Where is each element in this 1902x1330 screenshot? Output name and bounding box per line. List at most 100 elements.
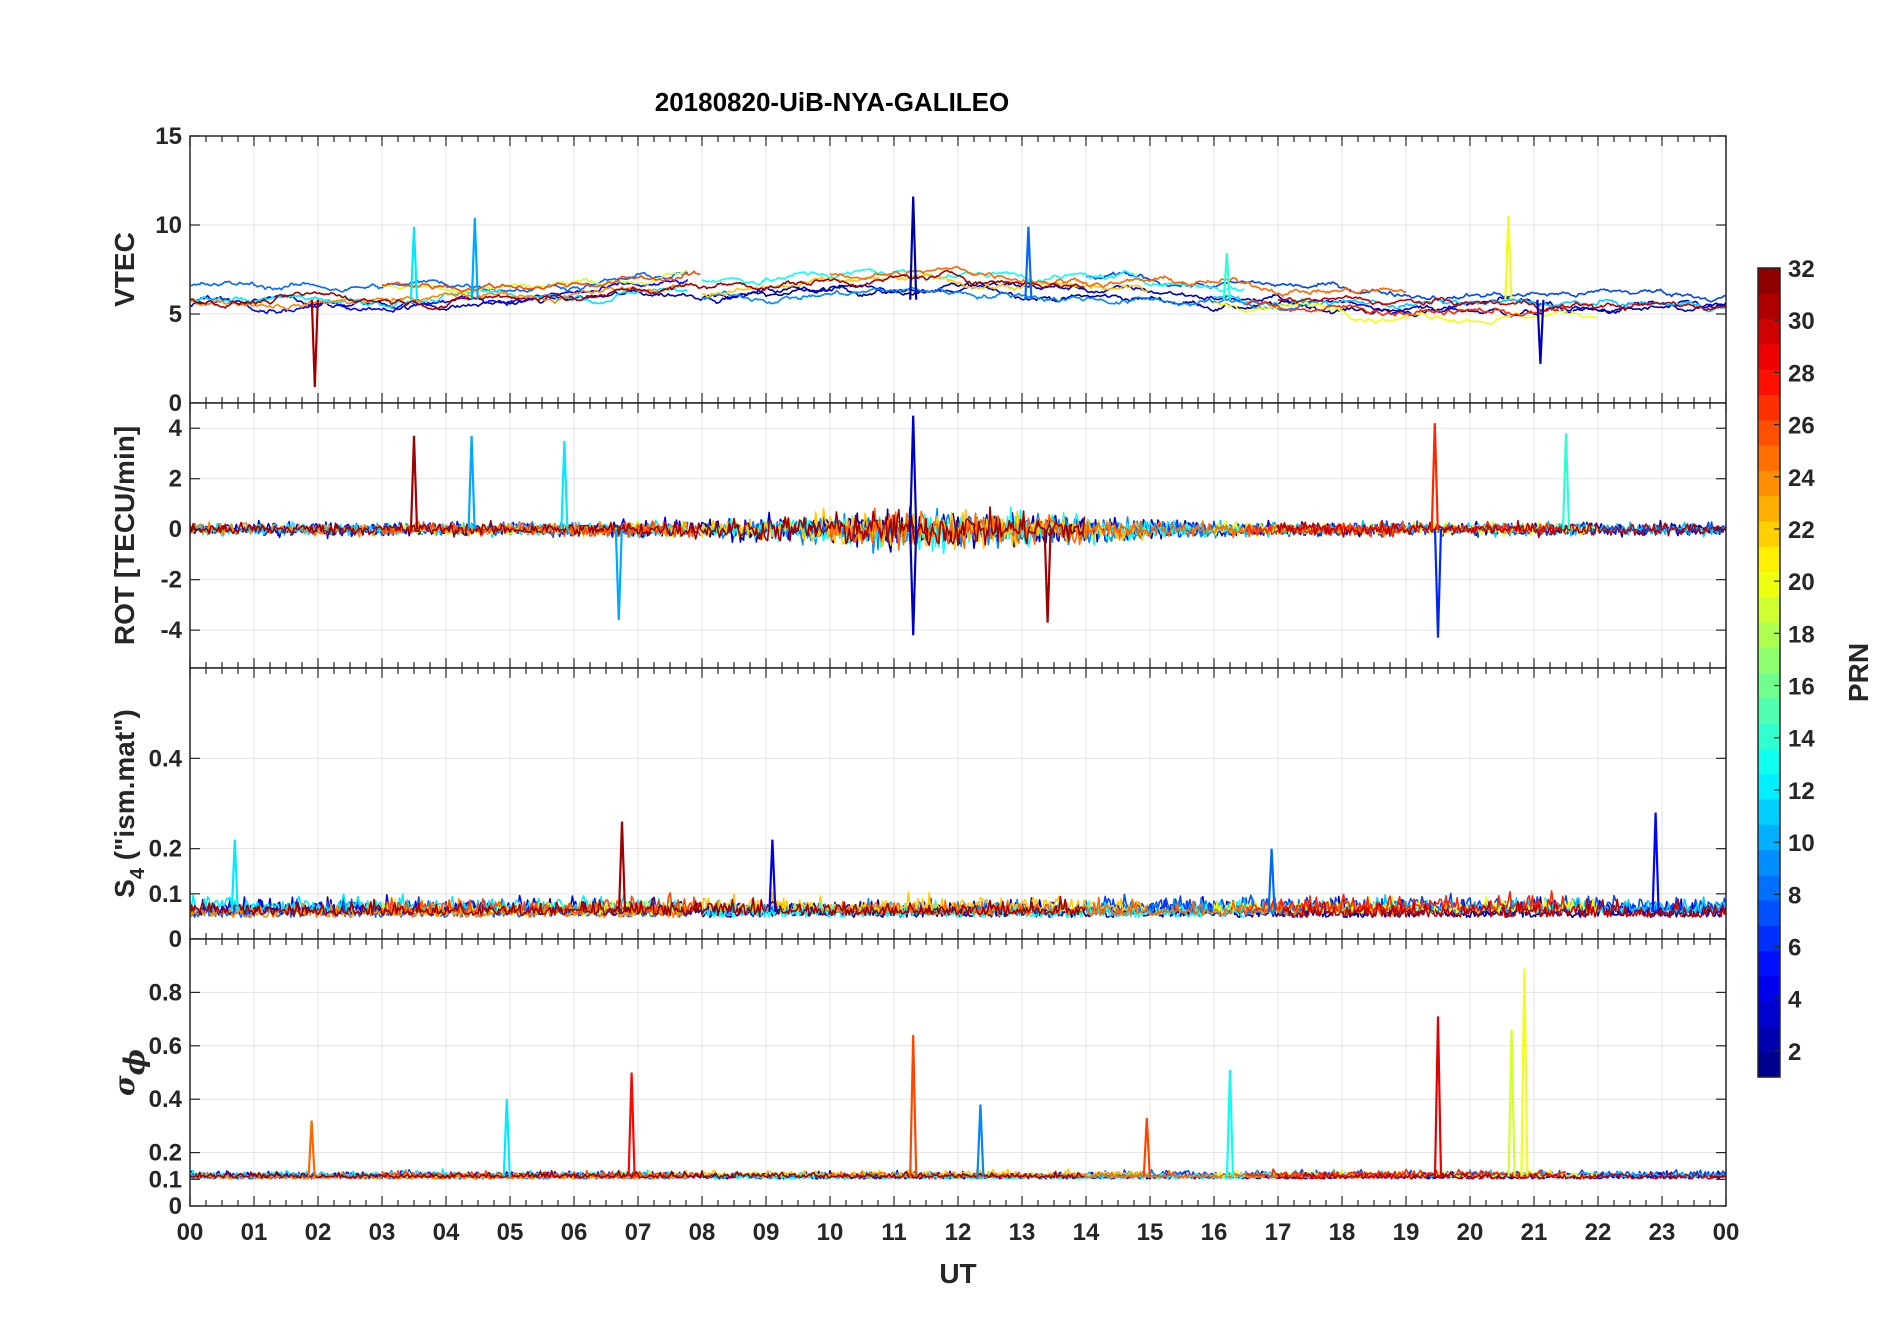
spike-prn-8 xyxy=(1024,226,1033,300)
x-tick-label: 05 xyxy=(497,1219,524,1246)
colorbar-tick-label: 32 xyxy=(1788,256,1815,283)
x-tick-label: 22 xyxy=(1585,1219,1612,1246)
x-tick-label: 03 xyxy=(369,1219,396,1246)
x-tick-label: 21 xyxy=(1521,1219,1548,1246)
series-prn-25 xyxy=(829,265,1407,298)
y-tick-label: 0 xyxy=(169,926,182,953)
series-prn-27 xyxy=(1245,1168,1567,1178)
colorbar-segment xyxy=(1758,1026,1780,1053)
series-prn-31 xyxy=(190,1169,1085,1179)
colorbar-segment xyxy=(1758,343,1780,370)
spike-prn-10 xyxy=(614,529,623,621)
spike-prn-3 xyxy=(909,415,918,530)
colorbar-segment xyxy=(1758,672,1780,699)
colorbar-segment xyxy=(1758,773,1780,800)
y-tick-label: 0 xyxy=(169,390,182,417)
colorbar-tick-label: 30 xyxy=(1788,308,1815,335)
colorbar-segment xyxy=(1758,369,1780,396)
x-tick-label: 10 xyxy=(817,1219,844,1246)
y-tick-label: 4 xyxy=(169,415,183,442)
spike-prn-20 xyxy=(1520,968,1529,1177)
data-series xyxy=(190,196,1726,388)
series-prn-31 xyxy=(190,506,1086,547)
colorbar-tick-label: 26 xyxy=(1788,413,1815,440)
colorbar-segment xyxy=(1758,268,1780,294)
colorbar-tick-label: 2 xyxy=(1788,1039,1801,1066)
colorbar-frame xyxy=(1757,267,1781,1078)
colorbar-tick-label: 20 xyxy=(1788,569,1815,596)
series-prn-12 xyxy=(190,287,689,309)
spike-prn-3 xyxy=(1536,299,1545,364)
y-tick-label: 0.2 xyxy=(149,1140,182,1167)
series-prn-30 xyxy=(1277,294,1726,312)
colorbar-tick-label: 22 xyxy=(1788,517,1815,544)
series-prn-5 xyxy=(190,278,689,315)
colorbar-segment xyxy=(1758,874,1780,901)
colorbar-tick-label: 28 xyxy=(1788,360,1815,387)
series-prn-31 xyxy=(190,269,1085,311)
spike-prn-9 xyxy=(976,1104,985,1177)
y-tick-label: 0 xyxy=(169,1193,182,1220)
data-series xyxy=(190,415,1726,638)
colorbar-segment xyxy=(1758,520,1780,547)
y-axis-label-s4: S4 ("ism.mat") xyxy=(109,709,149,898)
colorbar-tick-label: 12 xyxy=(1788,778,1815,805)
panel-rot: -4 -2 0 2 4 ROT [TECU/min] xyxy=(109,402,1727,669)
colorbar-segment xyxy=(1758,419,1780,446)
spike-prn-19 xyxy=(1507,1029,1516,1177)
spike-prn-2 xyxy=(909,196,918,300)
x-tick-label: 20 xyxy=(1457,1219,1484,1246)
colorbar-segment xyxy=(1758,318,1780,345)
series-prn-30 xyxy=(1277,519,1726,539)
x-tick-label: 07 xyxy=(625,1219,652,1246)
spike-prn-27 xyxy=(1430,423,1439,530)
x-tick-label: 13 xyxy=(1009,1219,1036,1246)
colorbar-segment xyxy=(1758,697,1780,724)
colorbar-segment xyxy=(1758,723,1780,749)
x-tick-label: 00 xyxy=(177,1219,204,1246)
series-prn-9 xyxy=(701,286,1309,312)
spike-prn-10 xyxy=(467,435,476,530)
colorbar-segment xyxy=(1758,647,1780,674)
x-tick-label: 08 xyxy=(689,1219,716,1246)
series-prn-30 xyxy=(1277,898,1726,919)
series-prn-27 xyxy=(1245,300,1567,317)
y-tick-label: 0 xyxy=(169,516,182,543)
colorbar-segment xyxy=(1758,950,1780,977)
colorbar-segment xyxy=(1758,394,1780,421)
x-tick-label: 04 xyxy=(433,1219,460,1246)
chart-title: 20180820-UiB-NYA-GALILEO xyxy=(655,87,1010,117)
spike-prn-25 xyxy=(307,1120,316,1177)
y-tick-label: -2 xyxy=(161,567,182,594)
spike-prn-3 xyxy=(909,529,918,636)
series-prn-26 xyxy=(381,270,701,293)
colorbar-segment xyxy=(1758,621,1780,648)
spike-prn-14 xyxy=(1222,253,1231,300)
spike-prn-26 xyxy=(909,1035,918,1177)
series-prn-7 xyxy=(1085,518,1726,542)
series-prn-31 xyxy=(190,895,1086,917)
x-tick-label: 14 xyxy=(1073,1219,1100,1246)
y-tick-label: 0.1 xyxy=(149,881,182,908)
y-tick-label: 0.8 xyxy=(149,979,182,1006)
colorbar-tick-label: 6 xyxy=(1788,935,1801,962)
panel-sigma-phi: 00.10.2 0.4 0.6 0.8 σϕ xyxy=(108,938,1727,1220)
colorbar-label: PRN xyxy=(1843,643,1874,702)
y-tick-label: -4 xyxy=(161,617,183,644)
y-axis-label-vtec: VTEC xyxy=(109,232,140,307)
spike-prn-14 xyxy=(1561,433,1571,530)
colorbar-segment xyxy=(1758,444,1780,471)
series-prn-24 xyxy=(190,520,689,539)
panel-s4: 0 0.1 0.2 0.4S4 ("ism.mat") xyxy=(109,667,1727,953)
y-tick-label: 0.6 xyxy=(149,1033,182,1060)
spike-prn-31 xyxy=(1043,529,1052,623)
spike-prn-10 xyxy=(470,217,479,300)
colorbar-tick-label: 8 xyxy=(1788,882,1801,909)
y-tick-label: 0.2 xyxy=(149,836,182,863)
y-tick-label: 10 xyxy=(155,212,182,239)
colorbar-tick-label: 4 xyxy=(1788,987,1802,1014)
panel-vtec: 0 5 10 15 VTEC xyxy=(109,123,1727,417)
colorbar-segment xyxy=(1758,900,1780,926)
